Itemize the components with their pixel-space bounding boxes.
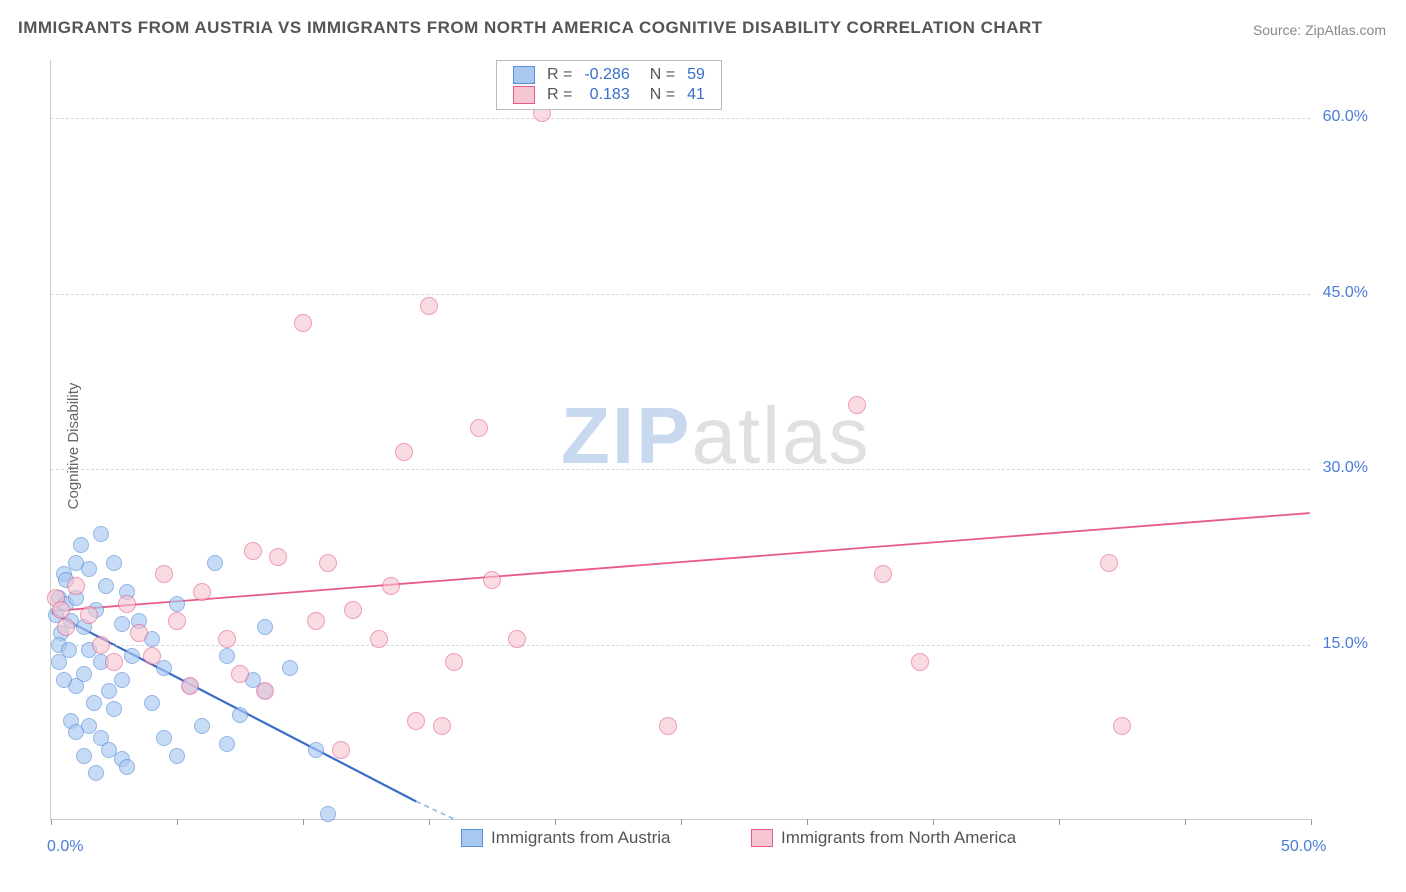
data-point bbox=[874, 565, 892, 583]
x-tick bbox=[177, 819, 178, 825]
data-point bbox=[332, 741, 350, 759]
data-point bbox=[80, 606, 98, 624]
chart-area: ZIPatlas 15.0%30.0%45.0%60.0%0.0%50.0% R… bbox=[50, 60, 1370, 840]
data-point bbox=[508, 630, 526, 648]
data-point bbox=[848, 396, 866, 414]
data-point bbox=[308, 742, 324, 758]
data-point bbox=[93, 526, 109, 542]
data-point bbox=[73, 537, 89, 553]
data-point bbox=[106, 555, 122, 571]
gridline-h bbox=[51, 118, 1310, 119]
y-tick-label: 45.0% bbox=[1323, 284, 1368, 302]
x-tick-label: 50.0% bbox=[1281, 838, 1326, 856]
data-point bbox=[1113, 717, 1131, 735]
gridline-h bbox=[51, 645, 1310, 646]
data-point bbox=[445, 653, 463, 671]
data-point bbox=[169, 596, 185, 612]
data-point bbox=[232, 707, 248, 723]
y-tick-label: 15.0% bbox=[1323, 635, 1368, 653]
data-point bbox=[155, 565, 173, 583]
data-point bbox=[88, 765, 104, 781]
data-point bbox=[911, 653, 929, 671]
data-point bbox=[219, 648, 235, 664]
data-point bbox=[114, 616, 130, 632]
y-tick-label: 60.0% bbox=[1323, 108, 1368, 126]
watermark: ZIPatlas bbox=[561, 390, 870, 482]
data-point bbox=[395, 443, 413, 461]
data-point bbox=[124, 648, 140, 664]
data-point bbox=[156, 660, 172, 676]
source-label: Source: ZipAtlas.com bbox=[1253, 22, 1386, 38]
data-point bbox=[169, 748, 185, 764]
data-point bbox=[156, 730, 172, 746]
data-point bbox=[483, 571, 501, 589]
data-point bbox=[81, 561, 97, 577]
data-point bbox=[105, 653, 123, 671]
data-point bbox=[218, 630, 236, 648]
x-tick bbox=[303, 819, 304, 825]
data-point bbox=[219, 736, 235, 752]
series-legend-item: Immigrants from North America bbox=[751, 828, 1016, 848]
y-tick-label: 30.0% bbox=[1323, 459, 1368, 477]
data-point bbox=[307, 612, 325, 630]
data-point bbox=[52, 601, 70, 619]
gridline-h bbox=[51, 469, 1310, 470]
x-tick bbox=[1059, 819, 1060, 825]
stats-legend: R = -0.286 N = 59 R = 0.183 N = 41 bbox=[496, 60, 722, 110]
data-point bbox=[56, 672, 72, 688]
plot-region: ZIPatlas 15.0%30.0%45.0%60.0%0.0%50.0% R… bbox=[50, 60, 1310, 820]
data-point bbox=[61, 642, 77, 658]
data-point bbox=[256, 682, 274, 700]
data-point bbox=[433, 717, 451, 735]
data-point bbox=[659, 717, 677, 735]
data-point bbox=[101, 683, 117, 699]
data-point bbox=[194, 718, 210, 734]
chart-title: IMMIGRANTS FROM AUSTRIA VS IMMIGRANTS FR… bbox=[18, 18, 1043, 38]
x-tick bbox=[681, 819, 682, 825]
data-point bbox=[168, 612, 186, 630]
data-point bbox=[382, 577, 400, 595]
x-tick bbox=[1185, 819, 1186, 825]
data-point bbox=[407, 712, 425, 730]
data-point bbox=[57, 618, 75, 636]
data-point bbox=[130, 624, 148, 642]
data-point bbox=[244, 542, 262, 560]
x-tick bbox=[1311, 819, 1312, 825]
data-point bbox=[86, 695, 102, 711]
data-point bbox=[370, 630, 388, 648]
data-point bbox=[470, 419, 488, 437]
x-tick bbox=[51, 819, 52, 825]
data-point bbox=[143, 647, 161, 665]
x-tick-label: 0.0% bbox=[47, 838, 83, 856]
x-tick bbox=[429, 819, 430, 825]
data-point bbox=[76, 748, 92, 764]
data-point bbox=[118, 595, 136, 613]
data-point bbox=[420, 297, 438, 315]
data-point bbox=[119, 759, 135, 775]
data-point bbox=[106, 701, 122, 717]
data-point bbox=[1100, 554, 1118, 572]
data-point bbox=[181, 677, 199, 695]
data-point bbox=[144, 695, 160, 711]
data-point bbox=[231, 665, 249, 683]
data-point bbox=[344, 601, 362, 619]
gridline-h bbox=[51, 294, 1310, 295]
data-point bbox=[294, 314, 312, 332]
data-point bbox=[207, 555, 223, 571]
data-point bbox=[98, 578, 114, 594]
series-legend-item: Immigrants from Austria bbox=[461, 828, 671, 848]
data-point bbox=[76, 666, 92, 682]
data-point bbox=[114, 672, 130, 688]
data-point bbox=[92, 636, 110, 654]
data-point bbox=[257, 619, 273, 635]
x-tick bbox=[555, 819, 556, 825]
data-point bbox=[193, 583, 211, 601]
data-point bbox=[282, 660, 298, 676]
data-point bbox=[319, 554, 337, 572]
data-point bbox=[67, 577, 85, 595]
x-tick bbox=[933, 819, 934, 825]
x-tick bbox=[807, 819, 808, 825]
data-point bbox=[320, 806, 336, 822]
data-point bbox=[269, 548, 287, 566]
